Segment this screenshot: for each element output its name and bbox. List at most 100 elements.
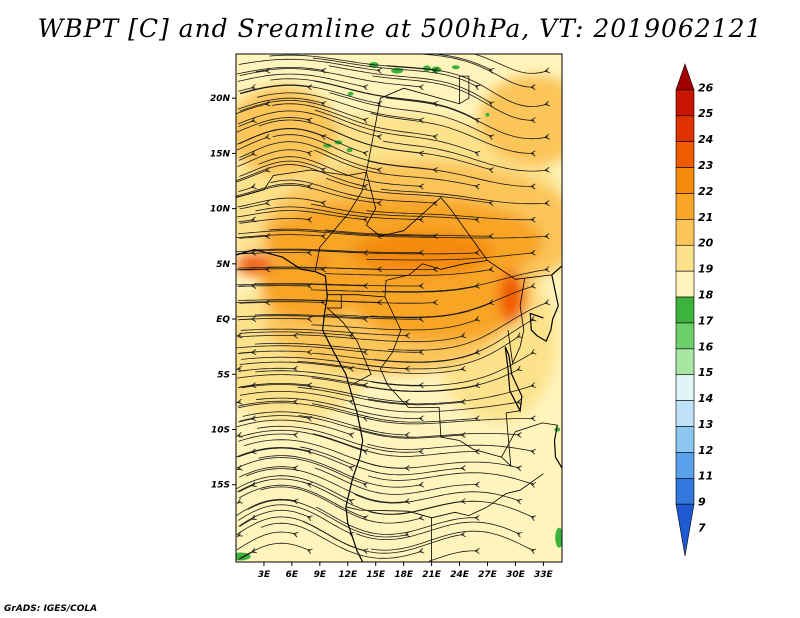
streamline — [236, 446, 311, 458]
streamline-arrow — [237, 431, 243, 438]
wbpt-shade-c20 — [479, 75, 562, 166]
streamline-arrow — [460, 531, 466, 538]
streamline-arrow — [348, 365, 355, 372]
colorbar-label: 22 — [698, 185, 714, 198]
streamline-arrow — [516, 398, 522, 405]
colorbar-segment — [675, 219, 695, 246]
colorbar-segment — [675, 193, 695, 220]
streamline-arrow — [530, 282, 537, 289]
colorbar-label: 11 — [698, 470, 713, 483]
streamline — [373, 318, 535, 363]
streamline — [353, 427, 521, 438]
streamline — [258, 455, 423, 488]
map-frame — [235, 53, 563, 563]
streamline-arrow — [488, 200, 494, 207]
streamline — [242, 411, 409, 436]
streamline-arrow — [530, 249, 536, 256]
colorbar-label: 21 — [698, 211, 713, 224]
streamline — [239, 285, 311, 287]
streamline-arrow — [516, 498, 523, 505]
streamline-arrow — [544, 67, 551, 74]
streamline — [354, 491, 521, 504]
streamline-arrow — [376, 167, 383, 174]
streamline-arrow — [237, 465, 243, 471]
coastline — [504, 346, 523, 413]
streamline — [272, 134, 437, 171]
streamline-arrow — [488, 68, 495, 74]
streamline-arrow — [474, 282, 481, 289]
streamline-arrow — [237, 498, 244, 504]
streamline — [388, 302, 549, 351]
streamline — [238, 230, 381, 237]
streamline-arrow — [488, 266, 494, 273]
wbpt-17-patch — [323, 143, 332, 148]
country-border — [365, 172, 552, 280]
wbpt-17-patch — [346, 148, 353, 153]
streamline — [366, 210, 535, 221]
streamline — [353, 458, 521, 469]
streamline — [355, 368, 521, 392]
streamline-arrow — [251, 150, 257, 156]
country-border — [459, 75, 470, 105]
lon-tick-label: 30E — [506, 570, 526, 580]
streamline — [428, 550, 479, 562]
streamline-arrow — [251, 514, 257, 521]
streamline — [312, 57, 479, 88]
streamline — [239, 252, 311, 255]
colorbar-label: 15 — [698, 366, 714, 379]
colorbar-label: 16 — [698, 340, 714, 353]
streamline — [239, 429, 367, 452]
streamline — [236, 136, 269, 151]
streamline — [371, 351, 535, 387]
streamline-arrow — [320, 233, 327, 240]
colorbar-label: 9 — [698, 496, 706, 509]
streamline — [239, 235, 269, 239]
streamline — [270, 78, 437, 105]
streamline-arrow — [320, 167, 327, 174]
streamline — [239, 84, 381, 105]
lat-tick-label: 5N — [216, 260, 230, 270]
wbpt-shade-c23 — [498, 270, 523, 323]
streamline — [475, 54, 549, 74]
streamline — [236, 301, 325, 303]
wbpt-17-patch — [451, 65, 460, 70]
colorbar-segment — [675, 115, 695, 142]
streamline — [303, 521, 465, 554]
streamline — [254, 342, 423, 353]
streamline-arrow — [306, 382, 313, 389]
streamline — [238, 433, 297, 442]
streamline-arrow — [418, 282, 424, 289]
streamline — [380, 188, 549, 205]
streamline-arrow — [348, 399, 355, 405]
streamline-arrow — [237, 531, 244, 537]
streamline-arrow — [362, 84, 369, 91]
streamline — [366, 417, 535, 425]
streamline — [238, 542, 311, 560]
streamline — [257, 92, 423, 121]
streamline-arrow — [292, 399, 299, 405]
streamline-arrow — [292, 531, 299, 538]
streamline — [238, 58, 381, 71]
streamline — [239, 415, 311, 422]
streamline-arrow — [530, 150, 536, 157]
streamline — [236, 169, 269, 183]
streamline-arrow — [530, 415, 536, 422]
streamline-arrow — [544, 233, 550, 240]
streamline-arrow — [418, 382, 424, 389]
streamline-arrow — [362, 216, 369, 223]
colorbar-segment — [675, 322, 695, 350]
streamline — [311, 403, 479, 423]
colorbar-segment — [675, 141, 695, 168]
streamline-arrow — [418, 481, 425, 488]
streamline — [254, 283, 423, 287]
lon-tick-label: 6E — [286, 570, 299, 580]
coastline — [236, 248, 364, 562]
lon-tick-label: 21E — [422, 570, 442, 580]
streamline — [257, 425, 423, 453]
colorbar-label: 26 — [698, 81, 714, 94]
streamline-arrow — [516, 532, 523, 538]
streamline-arrow — [530, 482, 537, 488]
lon-tick-label: 27E — [478, 570, 498, 580]
streamline-arrow — [236, 332, 243, 339]
streamline — [268, 299, 437, 304]
